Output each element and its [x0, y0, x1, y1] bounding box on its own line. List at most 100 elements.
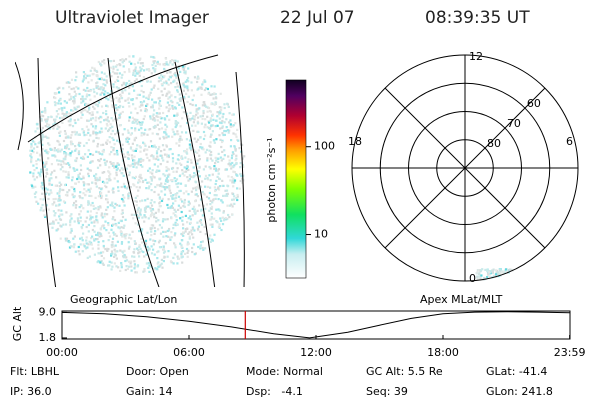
pixel: [139, 164, 142, 167]
pixel: [164, 57, 168, 60]
pixel: [76, 177, 79, 181]
pixel: [133, 265, 137, 268]
pixel: [167, 83, 170, 86]
pixel: [162, 235, 165, 238]
pixel: [210, 124, 213, 127]
pixel: [85, 216, 88, 219]
pixel: [94, 125, 98, 128]
pixel: [110, 75, 113, 78]
pixel: [104, 90, 107, 93]
pixel: [158, 246, 162, 249]
pixel: [58, 91, 61, 94]
pixel: [112, 216, 115, 219]
pixel: [221, 223, 225, 226]
pixel: [166, 92, 169, 95]
pixel: [134, 69, 137, 73]
pixel: [67, 135, 70, 138]
pixel: [59, 102, 62, 105]
pixel: [159, 264, 162, 267]
pixel: [178, 93, 181, 96]
pixel: [88, 169, 91, 172]
image-pixels: [29, 55, 246, 274]
pixel: [173, 114, 176, 117]
pixel: [115, 168, 118, 171]
pixel: [159, 232, 163, 235]
pixel: [67, 173, 70, 176]
pixel: [39, 209, 42, 212]
pixel: [87, 230, 90, 233]
pixel: [135, 162, 138, 165]
pixel: [110, 146, 113, 149]
pixel: [185, 92, 188, 95]
pixel: [150, 245, 153, 248]
pixel: [41, 148, 44, 151]
pixel: [101, 262, 104, 265]
pixel: [218, 209, 221, 212]
pixel: [100, 214, 103, 217]
pixel: [161, 266, 164, 269]
pixel: [176, 167, 179, 170]
pixel: [175, 223, 178, 226]
pixel: [139, 66, 142, 69]
pixel: [202, 148, 205, 151]
pixel: [187, 193, 190, 196]
pixel: [194, 104, 197, 107]
pixel: [158, 96, 161, 99]
pixel: [112, 138, 115, 141]
pixel: [75, 75, 78, 78]
pixel: [104, 184, 107, 187]
status-field: GLat: -41.4: [486, 365, 547, 378]
pixel: [171, 74, 174, 78]
pixel: [193, 118, 196, 121]
pixel: [179, 125, 182, 128]
hour-label: 18: [348, 135, 362, 148]
pixel: [210, 212, 213, 215]
pixel: [137, 181, 140, 184]
pixel: [97, 151, 100, 154]
pixel: [98, 187, 101, 190]
pixel: [67, 176, 70, 179]
pixel: [131, 157, 134, 160]
pixel: [186, 85, 189, 88]
pixel: [162, 81, 165, 84]
pixel: [242, 165, 245, 168]
pixel: [131, 255, 134, 258]
pixel: [92, 117, 95, 120]
pixel: [69, 152, 72, 155]
pixel: [210, 150, 213, 154]
pixel: [42, 209, 45, 212]
pixel: [125, 140, 128, 143]
pixel: [238, 187, 241, 190]
pixel: [57, 163, 60, 166]
pixel: [113, 72, 116, 75]
pixel: [169, 206, 172, 209]
pixel: [224, 217, 227, 220]
pixel: [160, 262, 163, 265]
pixel: [138, 93, 141, 96]
pixel: [111, 125, 114, 128]
pixel: [72, 102, 76, 105]
pixel: [177, 182, 180, 185]
pixel: [164, 182, 167, 185]
pixel: [160, 77, 164, 80]
pixel: [92, 88, 95, 91]
pixel: [155, 157, 158, 161]
pixel: [172, 202, 175, 205]
pixel: [149, 238, 152, 241]
pixel: [171, 135, 174, 138]
pixel: [494, 269, 497, 272]
pixel: [158, 169, 161, 172]
pixel: [164, 218, 167, 221]
pixel: [192, 243, 195, 246]
pixel: [213, 139, 216, 142]
pixel: [217, 208, 220, 211]
pixel: [104, 220, 107, 223]
pixel: [31, 149, 34, 152]
pixel: [189, 175, 192, 178]
pixel: [158, 104, 161, 107]
pixel: [76, 105, 79, 108]
pixel: [121, 250, 124, 253]
pixel: [67, 81, 70, 84]
pixel: [63, 130, 67, 133]
pixel: [231, 181, 234, 184]
